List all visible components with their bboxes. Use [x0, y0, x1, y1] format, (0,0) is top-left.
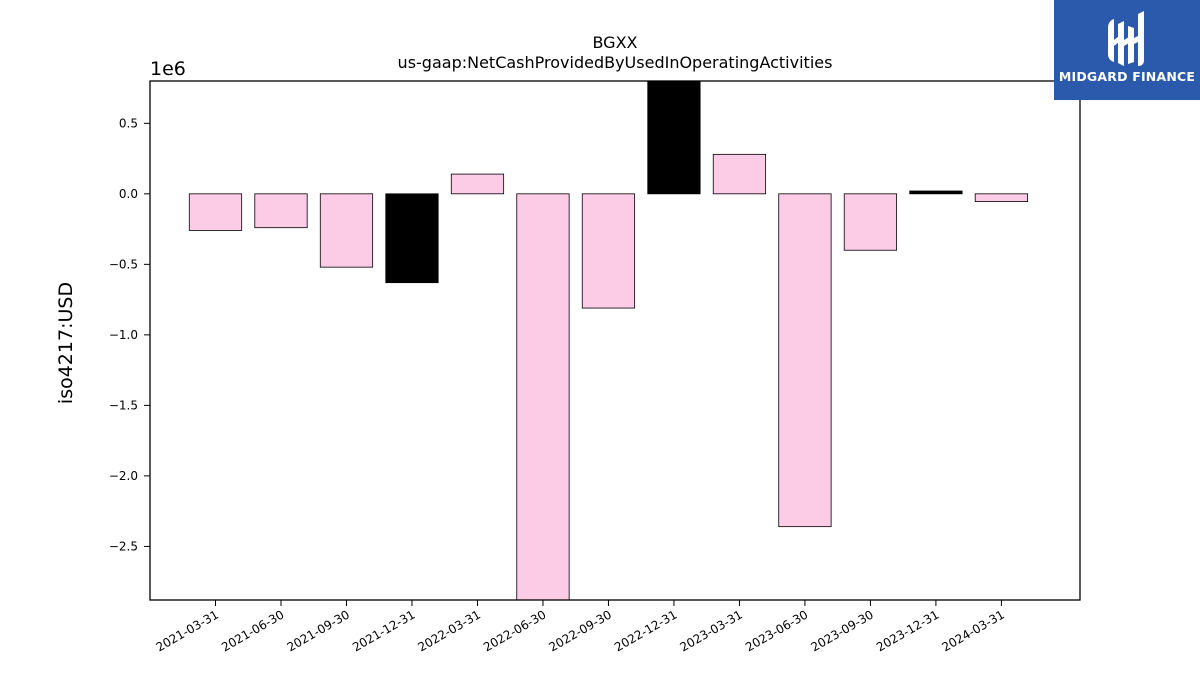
y-tick-label: −2.0: [109, 469, 138, 483]
x-tick-label: 2021-12-31: [350, 607, 417, 654]
bar: [254, 193, 308, 229]
bar: [516, 193, 570, 601]
x-tick-label: 2023-06-30: [743, 607, 810, 654]
x-tick-label: 2023-03-31: [678, 607, 745, 654]
chart-title: BGXX: [592, 33, 637, 52]
y-axis-label: iso4217:USD: [55, 282, 77, 404]
bar: [778, 193, 832, 528]
y-scale-label: 1e6: [150, 58, 186, 80]
bars-group: [188, 80, 1029, 601]
bar: [450, 173, 505, 195]
x-tick-label: 2024-03-31: [940, 607, 1007, 654]
bar: [385, 193, 439, 284]
bar: [188, 193, 243, 231]
brand-name: MIDGARD FINANCE: [1058, 69, 1196, 84]
bar: [647, 80, 701, 195]
brand-logo: MIDGARD FINANCE: [1054, 0, 1200, 100]
x-tick-label: 2022-12-31: [612, 607, 679, 654]
y-tick-label: −0.5: [109, 257, 138, 271]
x-tick-label: 2023-09-30: [809, 607, 876, 654]
y-tick-label: 0.5: [119, 116, 138, 130]
x-tick-label: 2022-06-30: [481, 607, 548, 654]
y-tick-label: −2.5: [109, 539, 138, 553]
y-tick-label: −1.5: [109, 398, 138, 412]
x-tick-label: 2021-03-31: [154, 607, 221, 654]
x-axis: 2021-03-312021-06-302021-09-302021-12-31…: [154, 600, 1007, 654]
bar: [909, 190, 963, 195]
x-tick-label: 2021-06-30: [219, 607, 286, 654]
bar: [319, 193, 374, 268]
y-tick-label: −1.0: [109, 328, 138, 342]
midgard-logo-icon: [1108, 11, 1144, 66]
y-axis: 0.5 0.0 −0.5 −1.0 −1.5 −2.0 −2.5: [109, 116, 150, 553]
x-tick-label: 2022-03-31: [416, 607, 483, 654]
x-tick-label: 2022-09-30: [547, 607, 614, 654]
plot-frame: [149, 80, 1081, 601]
x-tick-label: 2021-09-30: [285, 607, 352, 654]
x-tick-label: 2023-12-31: [874, 607, 941, 654]
bar: [712, 153, 767, 195]
bar: [843, 193, 898, 251]
bar: [581, 193, 636, 309]
chart-subtitle: us-gaap:NetCashProvidedByUsedInOperating…: [398, 53, 833, 72]
bar: [974, 193, 1029, 202]
y-tick-label: 0.0: [119, 187, 138, 201]
